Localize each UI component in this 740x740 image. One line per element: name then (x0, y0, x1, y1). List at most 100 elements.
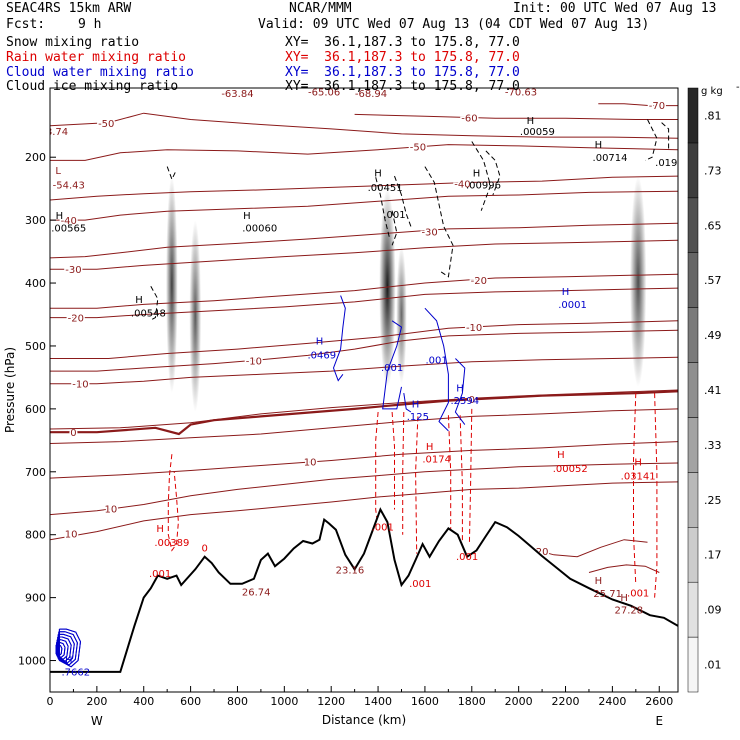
temperature-contour-7 (50, 239, 678, 270)
colorbar-swatch-9 (687, 142, 699, 199)
legend-xy-snow: XY= 36.1,187.3 to 175.8, 77.0 (285, 35, 520, 50)
colorbar-swatch-3 (687, 472, 699, 528)
x-tick-label-5: 1000 (270, 695, 298, 708)
legend-xy-cloud-water: XY= 36.1,187.3 to 175.8, 77.0 (285, 65, 520, 80)
y-tick-label-2: 400 (25, 277, 46, 290)
colorbar-label-1: .09 (704, 604, 722, 617)
annotation-13: .00451 (368, 183, 403, 194)
x-tick-label-7: 1400 (364, 695, 392, 708)
annotation-4: 8.74 (46, 127, 68, 138)
legend-label-rain: Rain water mixing ratio (6, 50, 187, 65)
annotation-31: H (412, 400, 420, 411)
annotation-11: .019 (655, 158, 677, 169)
annotation-50: .001 (627, 588, 649, 599)
annotation-21: H (135, 295, 143, 306)
forecast-hour: 9 h (78, 17, 102, 32)
colorbar-unit: g kg (701, 86, 723, 97)
rain-contour-1 (375, 411, 379, 529)
annotation-34: .0174 (422, 454, 451, 465)
colorbar-label-8: .65 (704, 219, 722, 232)
temperature-contour-label-4: -40 (454, 180, 470, 191)
plot-frame (49, 87, 679, 693)
model-title: SEAC4RS 15km ARW (6, 1, 132, 16)
x-tick-label-9: 1800 (458, 695, 486, 708)
annotation-23: H (562, 287, 570, 298)
ice-contour-6 (644, 119, 658, 161)
temperature-contour-label-10: -10 (246, 356, 262, 367)
snow-shading-3 (396, 245, 407, 384)
annotation-38: .03141 (621, 471, 656, 482)
annotation-46: 23.16 (336, 566, 365, 577)
temperature-contour-17 (50, 462, 678, 516)
cloud-water-contour-0 (332, 295, 346, 382)
terrain-mask (50, 509, 678, 692)
annotation-54: .7662 (61, 668, 90, 679)
snow-shading-1 (189, 220, 202, 413)
x-tick-label-13: 2600 (645, 695, 673, 708)
y-tick-label-7: 900 (25, 592, 46, 605)
y-tick-label-1: 300 (25, 214, 46, 227)
temperature-contour-3 (50, 144, 678, 161)
annotation-42: .001 (149, 569, 171, 580)
ice-contour-1 (375, 177, 391, 240)
temperature-contour-label-8: -20 (471, 276, 487, 287)
temperature-contour-0 (598, 103, 678, 107)
forecast-label: Fcst: (6, 17, 46, 32)
legend-label-snow: Snow mixing ratio (6, 35, 140, 50)
x-tick-label-6: 1200 (317, 695, 345, 708)
cloud-water-contour-3 (454, 358, 466, 425)
colorbar-swatch-10 (687, 87, 699, 144)
temperature-contour-9 (50, 287, 678, 319)
cloud-water-basin-ring-3 (57, 636, 72, 662)
temperature-contour-label-0: -70 (649, 101, 665, 112)
temperature-contour-label-1: -60 (461, 114, 477, 125)
temperature-contour-label-16: 10 (304, 458, 317, 469)
y-tick-label-6: 800 (25, 529, 46, 542)
temperature-contour-18 (50, 481, 678, 541)
annotation-6: -54.43 (53, 181, 85, 192)
cloud-water-contour-2 (424, 307, 449, 432)
annotation-37: H (634, 458, 642, 469)
annotation-5: L (55, 166, 61, 177)
temperature-contour-8 (50, 273, 678, 309)
x-tick-label-8: 1600 (411, 695, 439, 708)
temperature-contour-4 (50, 175, 678, 201)
x-tick-label-0: 0 (47, 695, 54, 708)
temperature-contour-20 (588, 564, 660, 573)
annotation-41: 0 (201, 544, 207, 555)
x-tick-label-1: 200 (86, 695, 107, 708)
annotation-52: 27.28 (614, 605, 643, 616)
y-tick-label-3: 500 (25, 340, 46, 353)
ice-contour-7 (661, 122, 670, 151)
cloud-water-basin-ring-1 (58, 631, 78, 666)
annotation-36: .00052 (553, 464, 588, 475)
annotation-27: .001 (381, 363, 403, 374)
valid-time: Valid: 09 UTC Wed 07 Aug 13 (04 CDT Wed … (258, 17, 650, 32)
temperature-contour-2 (50, 112, 678, 139)
annotation-26: .0469 (308, 351, 337, 362)
rain-contour-9 (654, 393, 658, 598)
colorbar-label-6: .49 (704, 329, 722, 342)
east-label: E (655, 714, 663, 728)
annotation-22: .00548 (131, 308, 166, 319)
temperature-contour-10 (50, 329, 678, 372)
temperature-contour-label-18: 10 (65, 529, 78, 540)
colorbar-swatch-6 (687, 307, 699, 363)
x-tick-label-12: 2400 (598, 695, 626, 708)
annotation-47: 26.74 (242, 588, 271, 599)
annotation-39: H (156, 524, 164, 535)
annotation-53: H (65, 656, 73, 667)
ice-contour-3 (424, 166, 454, 278)
colorbar-label-7: .57 (704, 274, 722, 287)
rain-contour-2 (391, 411, 395, 510)
cloud-water-basin-ring-5 (56, 641, 66, 659)
init-time: Init: 00 UTC Wed 07 Aug 13 (513, 1, 717, 16)
annotation-28: .001 (426, 356, 448, 367)
annotation-16: .001 (383, 210, 405, 221)
temperature-contour-label-17: 10 (105, 504, 118, 515)
annotation-32: .125 (407, 412, 429, 423)
colorbar-unit-exponent: -1 (736, 82, 740, 93)
x-tick-label-10: 2000 (505, 695, 533, 708)
colorbar-swatch-7 (687, 252, 699, 308)
temperature-contour-1 (354, 113, 678, 120)
